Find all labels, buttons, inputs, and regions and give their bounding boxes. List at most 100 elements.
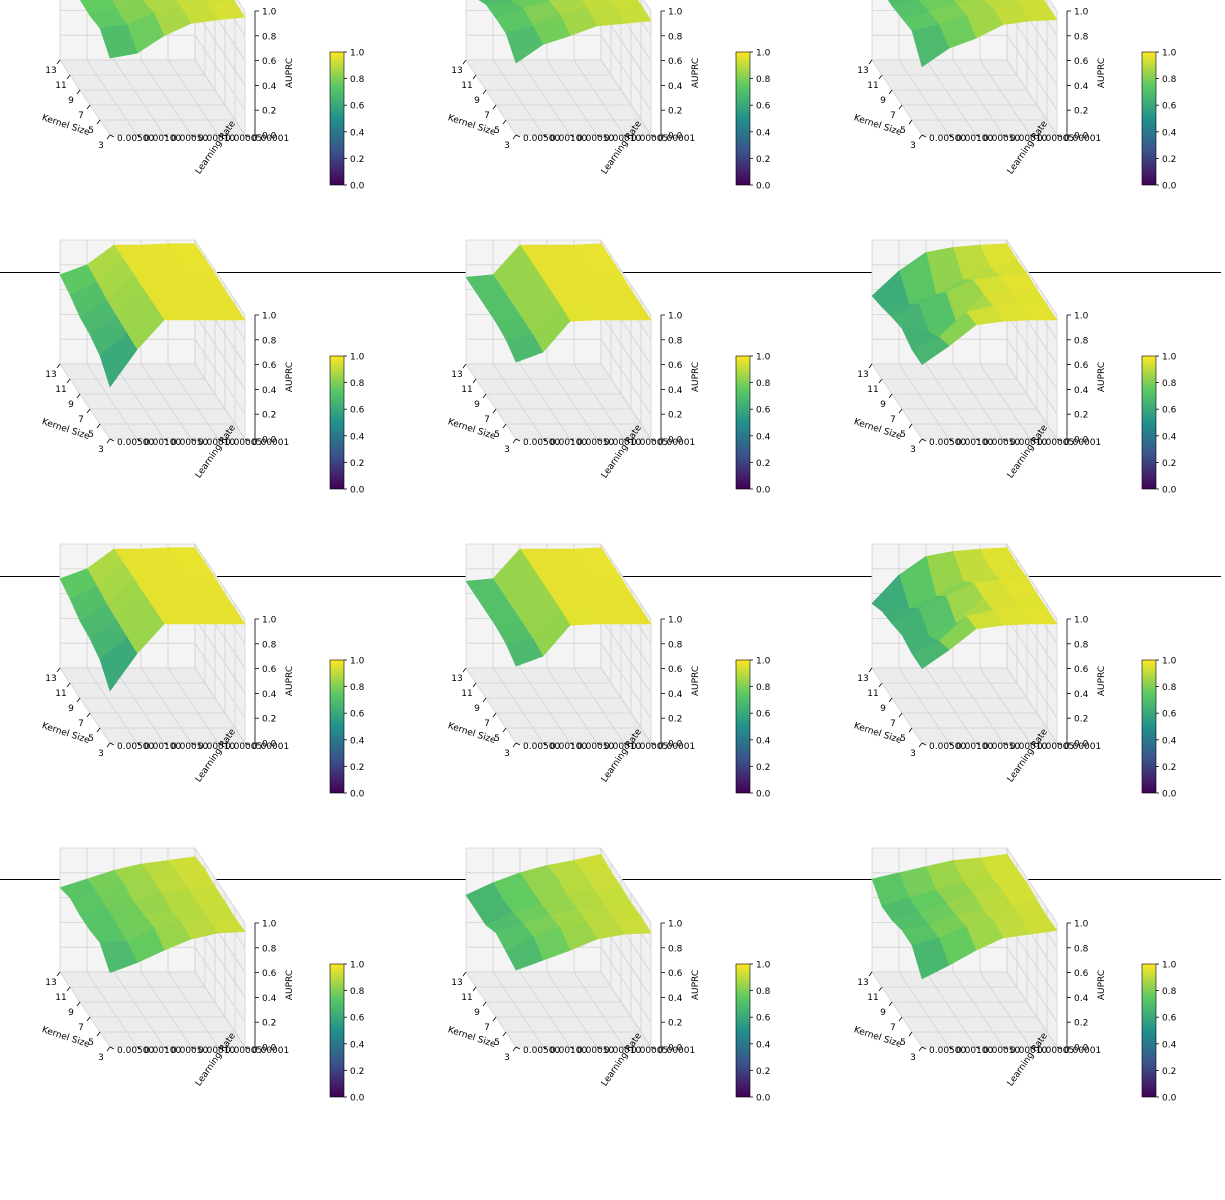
colorbar-tick-label: 0.4 (350, 128, 365, 138)
x-tick-label: 11 (55, 385, 66, 395)
surface-subplot: 0.0 0.2 0.4 0.6 0.8 1.0 AUPRC 13 11 9 7 5 3 Kernel Si… (812, 0, 1212, 288)
z-tick-label: 1.0 (262, 312, 277, 322)
z-tick-label: 0.2 (668, 715, 682, 725)
y-tick-label: 0.00500 (929, 134, 966, 144)
surface-facet (99, 24, 138, 59)
z-axis-label: AUPRC (691, 970, 701, 1000)
z-tick-label: 0.4 (1074, 690, 1089, 700)
x-tick-label: 5 (900, 734, 906, 744)
surface-facet (505, 936, 544, 971)
y-tick-label: 0.00500 (929, 1046, 966, 1056)
z-tick-label: 0.2 (262, 411, 276, 421)
back-pane (195, 0, 245, 135)
x-tick-label: 3 (504, 749, 510, 759)
y-tick-label: 0.00005 (225, 438, 262, 448)
x-tick-label: 7 (78, 111, 84, 121)
y-tick-label: 0.00010 (604, 134, 641, 144)
z-tick-label: 1.0 (262, 920, 277, 930)
z-axis-label: AUPRC (1097, 362, 1107, 392)
colorbar-tick-label: 0.6 (350, 1014, 365, 1024)
x-tick-label: 9 (474, 1008, 480, 1018)
colorbar-tick-label: 0.6 (756, 102, 771, 112)
y-tick-label: 0.00100 (956, 742, 993, 752)
y-tick-label: 0.00005 (1037, 438, 1074, 448)
y-tick-label: 0.00500 (117, 742, 154, 752)
y-tick-label: 0.00500 (523, 742, 560, 752)
z-tick-label: 0.8 (668, 944, 683, 954)
z-tick-label: 0.4 (262, 386, 277, 396)
colorbar (735, 355, 751, 490)
colorbar-tick-label: 0.0 (756, 790, 771, 800)
z-tick-label: 0.6 (1074, 969, 1089, 979)
y-tick-label: 0.00010 (604, 1046, 641, 1056)
x-tick-label: 9 (880, 96, 886, 106)
x-tick-label: 11 (461, 993, 472, 1003)
z-tick-label: 0.4 (1074, 994, 1089, 1004)
y-tick-label: 0.00001 (658, 1046, 695, 1056)
surface-facet (911, 24, 950, 68)
surface-facet (505, 638, 544, 667)
colorbar-tick-label: 1.0 (1162, 657, 1177, 667)
z-axis-label: AUPRC (285, 970, 295, 1000)
z-tick-label: 1.0 (668, 312, 683, 322)
x-tick-label: 11 (867, 81, 878, 91)
surface (59, 856, 246, 973)
y-tick-label: 0.00100 (550, 1046, 587, 1056)
y-tick-label: 0.00010 (1010, 134, 1047, 144)
floor-pane (60, 364, 245, 439)
x-tick-label: 7 (890, 1023, 896, 1033)
x-tick-label: 13 (45, 66, 56, 76)
x-tick-label: 9 (68, 1008, 74, 1018)
x-tick-label: 5 (494, 1038, 500, 1048)
floor-pane (466, 668, 651, 743)
x-tick-label: 3 (910, 445, 916, 455)
x-tick-label: 13 (857, 370, 868, 380)
surface-subplot: 0.0 0.2 0.4 0.6 0.8 1.0 AUPRC 13 11 9 7 5 3 Kernel Si… (0, 239, 400, 592)
x-tick-label: 11 (55, 993, 66, 1003)
x-tick-label: 3 (98, 445, 104, 455)
z-tick-label: 0.6 (262, 361, 277, 371)
colorbar-tick-label: 0.0 (1162, 486, 1177, 496)
colorbar-tick-label: 0.2 (756, 155, 770, 165)
x-tick-label: 5 (900, 430, 906, 440)
y-tick-label: 0.00050 (983, 742, 1020, 752)
y-tick-label: 0.00010 (198, 134, 235, 144)
x-tick-label: 11 (55, 81, 66, 91)
z-tick-label: 0.4 (262, 994, 277, 1004)
z-tick-label: 0.2 (262, 715, 276, 725)
colorbar-tick-label: 1.0 (350, 49, 365, 59)
z-tick-label: 0.0 (1074, 1044, 1089, 1054)
surface (59, 243, 246, 388)
y-tick-label: 0.00050 (577, 134, 614, 144)
y-tick-label: 0.00001 (252, 1046, 289, 1056)
colorbar-tick-label: 0.8 (350, 75, 365, 85)
colorbar-tick-label: 0.2 (1162, 1067, 1176, 1077)
z-tick-label: 1.0 (262, 8, 277, 18)
colorbar-tick-label: 0.0 (1162, 182, 1177, 192)
colorbar-tick-label: 0.6 (756, 710, 771, 720)
back-pane (601, 0, 651, 135)
surface-subplot: 0.0 0.2 0.4 0.6 0.8 1.0 AUPRC 13 11 9 7 5 3 Kernel Si… (0, 543, 400, 896)
colorbar-tick-label: 0.8 (1162, 683, 1177, 693)
surface-subplot: 0.0 0.2 0.4 0.6 0.8 1.0 AUPRC 13 11 9 7 5 3 Kernel Si… (812, 543, 1212, 896)
colorbar (735, 963, 751, 1098)
x-tick-label: 13 (451, 978, 462, 988)
z-axis-label: AUPRC (1097, 666, 1107, 696)
colorbar-tick-label: 1.0 (350, 961, 365, 971)
colorbar-tick-label: 0.8 (350, 683, 365, 693)
z-tick-label: 1.0 (1074, 920, 1089, 930)
y-tick-label: 0.00050 (983, 1046, 1020, 1056)
surface-subplot: 0.0 0.2 0.4 0.6 0.8 1.0 AUPRC 13 11 9 7 5 3 Kernel Si… (406, 0, 806, 288)
figure: 0.0 0.2 0.4 0.6 0.8 1.0 AUPRC 13 11 9 7 5 3 Kernel Si… (0, 0, 1221, 1104)
x-tick-label: 3 (98, 141, 104, 151)
y-tick-label: 0.00005 (631, 438, 668, 448)
x-tick-label: 11 (867, 689, 878, 699)
z-tick-label: 0.4 (668, 386, 683, 396)
surface (465, 243, 652, 363)
x-tick-label: 5 (88, 1038, 94, 1048)
colorbar-tick-label: 0.0 (350, 790, 365, 800)
x-tick-label: 9 (474, 400, 480, 410)
surface-facet (911, 937, 950, 980)
x-tick-label: 7 (484, 415, 490, 425)
